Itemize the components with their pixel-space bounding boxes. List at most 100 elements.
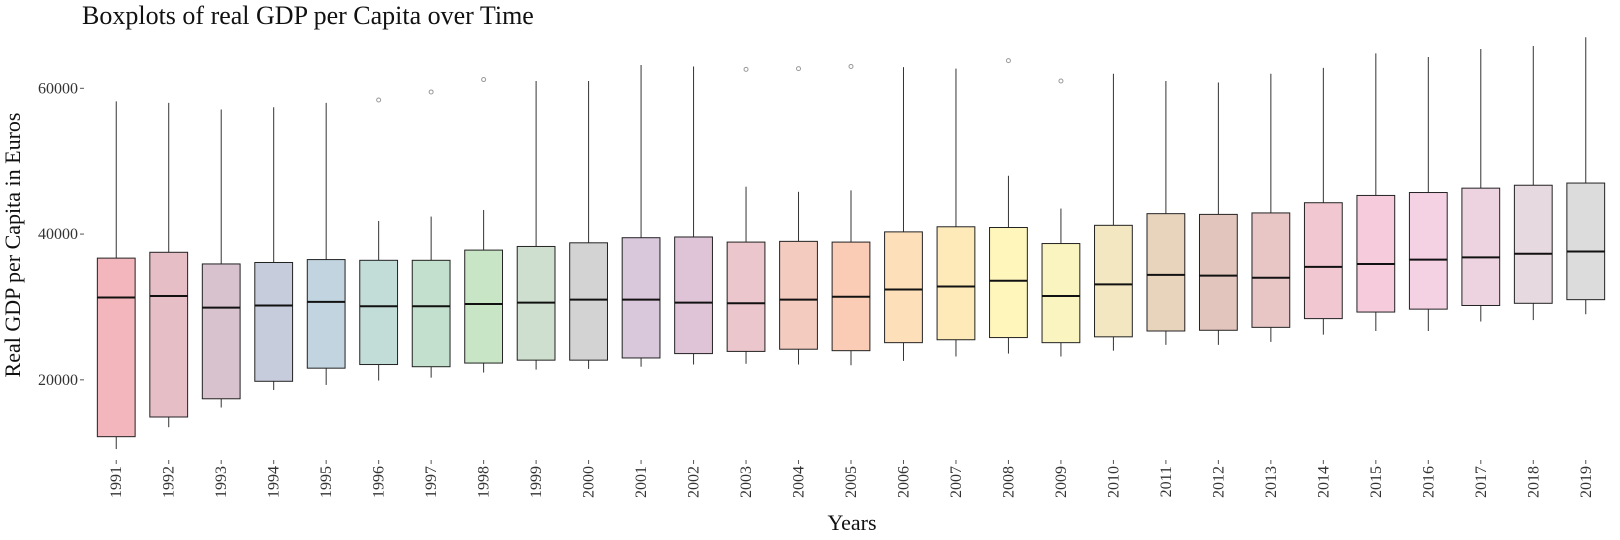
box-body — [674, 236, 713, 355]
box-2012 — [1198, 82, 1238, 345]
x-axis-title: Years — [827, 510, 876, 535]
x-tick-label: 2010 — [1105, 466, 1122, 498]
y-tick-label: 20000 — [38, 372, 78, 389]
box-2005 — [831, 63, 871, 366]
x-tick-label: 2003 — [738, 466, 755, 498]
box-2013 — [1251, 73, 1291, 342]
x-axis: 1991 1992 1993 1994 1995 1996 1997 1998 1999 2000… — [108, 460, 1595, 498]
box-body — [1513, 184, 1553, 304]
box-1994 — [254, 107, 294, 391]
x-tick-label: 2012 — [1210, 466, 1227, 498]
x-tick-label: 2009 — [1053, 466, 1070, 498]
box-body — [1408, 192, 1448, 310]
box-body — [306, 259, 346, 369]
outlier-point — [1058, 78, 1064, 84]
x-tick-label: 1996 — [371, 466, 388, 498]
x-tick-label: 2004 — [791, 466, 808, 498]
box-body — [359, 259, 399, 366]
box-2006 — [884, 67, 923, 361]
box-body — [1303, 202, 1343, 320]
x-tick-label: 2018 — [1525, 466, 1542, 498]
box-2001 — [621, 64, 661, 367]
box-body — [989, 227, 1028, 339]
x-tick-label: 1991 — [108, 466, 125, 498]
x-tick-label: 1995 — [318, 466, 335, 498]
x-tick-label: 2011 — [1158, 466, 1175, 497]
x-tick-label: 2006 — [895, 466, 912, 498]
x-tick-label: 2019 — [1578, 466, 1595, 498]
box-body — [149, 251, 189, 418]
x-tick-label: 2000 — [581, 466, 598, 498]
x-tick-label: 2001 — [633, 466, 650, 498]
y-axis-title: Real GDP per Capita in Euros — [0, 113, 25, 378]
box-1995 — [306, 102, 346, 385]
box-body — [1198, 213, 1238, 331]
box-1991 — [96, 101, 136, 450]
boxes-layer — [96, 37, 1606, 450]
box-body — [621, 237, 661, 359]
box-2000 — [569, 81, 608, 369]
box-2015 — [1356, 53, 1396, 331]
box-body — [1356, 194, 1396, 313]
box-2019 — [1566, 37, 1606, 315]
box-2003 — [726, 66, 766, 364]
box-body — [1461, 187, 1501, 306]
box-body — [936, 226, 976, 341]
x-tick-label: 2008 — [1000, 466, 1017, 498]
box-body — [569, 242, 608, 361]
box-body — [464, 249, 504, 364]
x-tick-label: 2013 — [1263, 466, 1280, 498]
chart-title: Boxplots of real GDP per Capita over Tim… — [82, 1, 534, 30]
box-body — [1094, 224, 1133, 338]
x-tick-label: 1997 — [423, 466, 440, 498]
box-body — [779, 240, 818, 350]
x-tick-label: 1998 — [476, 466, 493, 498]
x-tick-label: 1994 — [266, 466, 283, 498]
y-axis: 20000 40000 60000 — [38, 80, 84, 389]
box-2004 — [779, 66, 818, 365]
box-1998 — [464, 77, 504, 373]
x-tick-label: 2002 — [686, 466, 703, 498]
box-body — [411, 259, 451, 368]
x-tick-label: 2016 — [1420, 466, 1437, 498]
box-2016 — [1408, 56, 1448, 331]
box-2007 — [936, 68, 976, 357]
outlier-point — [848, 63, 854, 69]
outlier-point — [796, 66, 802, 72]
x-tick-label: 2015 — [1368, 466, 1385, 498]
outlier-point — [428, 89, 434, 95]
x-tick-label: 1999 — [528, 466, 545, 498]
x-tick-label: 2014 — [1315, 466, 1332, 498]
box-1999 — [516, 81, 556, 370]
box-2010 — [1094, 73, 1133, 351]
box-body — [201, 263, 241, 400]
outlier-point — [743, 66, 749, 72]
y-tick-label: 60000 — [38, 80, 78, 97]
box-body — [884, 231, 923, 344]
outlier-point — [481, 77, 487, 83]
x-tick-label: 2005 — [843, 466, 860, 498]
x-tick-label: 1992 — [161, 466, 178, 498]
box-2002 — [674, 66, 713, 365]
box-1992 — [149, 102, 189, 428]
y-tick-label: 40000 — [38, 226, 78, 243]
box-body — [254, 261, 294, 382]
box-body — [1566, 182, 1606, 301]
box-2009 — [1041, 78, 1081, 357]
box-1997 — [411, 89, 451, 378]
x-tick-label: 2007 — [948, 466, 965, 498]
box-1996 — [359, 97, 399, 381]
box-2011 — [1146, 81, 1186, 345]
outlier-point — [1005, 58, 1011, 64]
box-body — [1251, 212, 1291, 328]
box-body — [1146, 213, 1186, 332]
box-2018 — [1513, 46, 1553, 321]
x-tick-label: 2017 — [1473, 466, 1490, 498]
box-1993 — [201, 109, 241, 408]
x-tick-label: 1993 — [213, 466, 230, 498]
box-2014 — [1303, 67, 1343, 335]
box-body — [96, 257, 136, 438]
box-2017 — [1461, 48, 1501, 322]
box-2008 — [989, 58, 1028, 354]
